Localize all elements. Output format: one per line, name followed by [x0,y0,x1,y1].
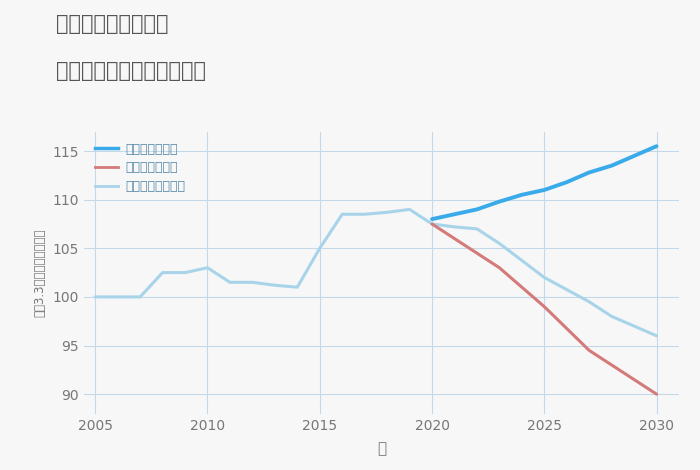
グッドシナリオ [563,180,571,185]
バッドシナリオ [495,265,503,271]
ノーマルシナリオ [585,299,594,305]
ノーマルシナリオ [181,270,189,275]
ノーマルシナリオ [405,207,414,212]
ノーマルシナリオ [495,241,503,246]
ノーマルシナリオ [383,210,391,215]
グッドシナリオ [450,212,459,217]
グッドシナリオ [585,170,594,175]
ノーマルシナリオ [473,226,481,232]
ノーマルシナリオ [540,274,549,280]
ノーマルシナリオ [158,270,167,275]
Line: グッドシナリオ: グッドシナリオ [432,146,657,219]
ノーマルシナリオ [203,265,211,271]
ノーマルシナリオ [136,294,144,300]
バッドシナリオ [540,304,549,309]
グッドシナリオ [428,216,436,222]
グッドシナリオ [652,143,661,149]
グッドシナリオ [495,199,503,204]
Line: ノーマルシナリオ: ノーマルシナリオ [95,210,657,336]
グッドシナリオ [473,207,481,212]
ノーマルシナリオ [293,284,302,290]
グッドシナリオ [630,153,638,159]
Legend: グッドシナリオ, バッドシナリオ, ノーマルシナリオ: グッドシナリオ, バッドシナリオ, ノーマルシナリオ [90,138,190,198]
X-axis label: 年: 年 [377,441,386,456]
ノーマルシナリオ [450,224,459,230]
ノーマルシナリオ [652,333,661,338]
ノーマルシナリオ [360,212,369,217]
ノーマルシナリオ [428,221,436,227]
Y-axis label: 坪（3.3㎡）単価（万円）: 坪（3.3㎡）単価（万円） [34,228,46,317]
ノーマルシナリオ [271,282,279,288]
グッドシナリオ [608,163,616,168]
Text: 岐阜県関市下之保の: 岐阜県関市下之保の [56,14,169,34]
ノーマルシナリオ [248,280,257,285]
グッドシナリオ [540,187,549,193]
バッドシナリオ [428,221,436,227]
グッドシナリオ [517,192,526,197]
ノーマルシナリオ [316,245,324,251]
ノーマルシナリオ [608,313,616,319]
Line: バッドシナリオ: バッドシナリオ [432,224,657,394]
バッドシナリオ [652,392,661,397]
ノーマルシナリオ [338,212,346,217]
ノーマルシナリオ [91,294,99,300]
バッドシナリオ [585,348,594,353]
ノーマルシナリオ [113,294,122,300]
ノーマルシナリオ [225,280,234,285]
Text: 中古マンションの価格推移: 中古マンションの価格推移 [56,61,206,81]
